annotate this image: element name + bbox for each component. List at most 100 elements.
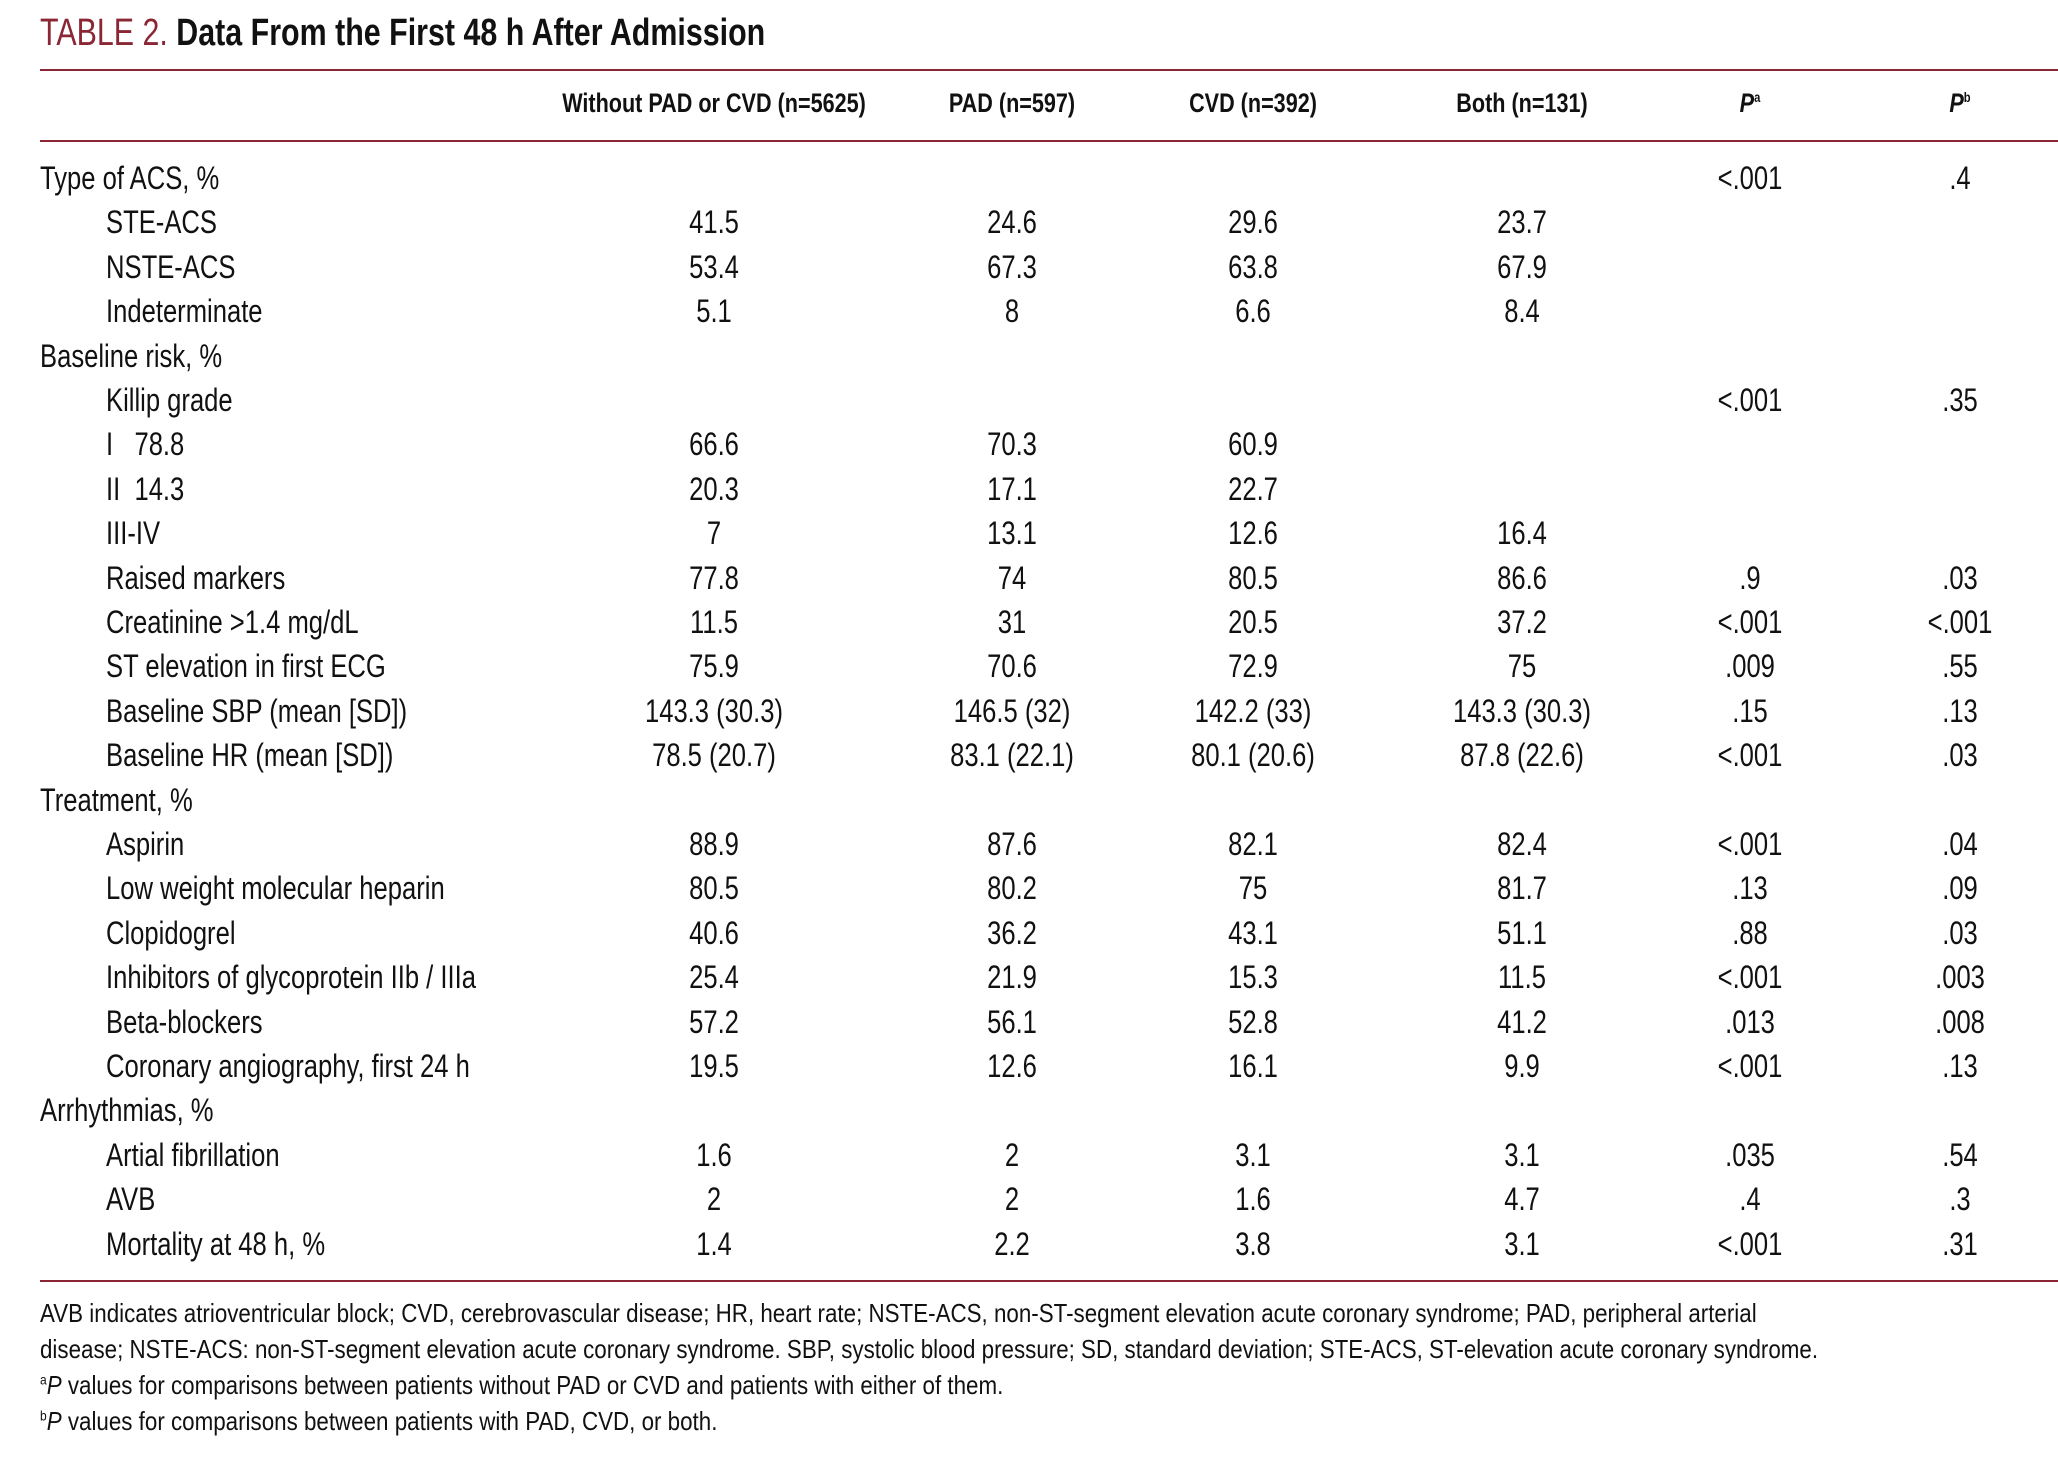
table-cell: 2	[706, 1181, 722, 1218]
table-cell: <.001	[1927, 604, 1993, 640]
table-cell: 75	[1507, 648, 1537, 685]
table-cell: 6.6	[1235, 293, 1271, 330]
table-cell: 7	[706, 515, 722, 552]
table-cell: 60.9	[1228, 426, 1278, 463]
footnote-abbreviations-1: AVB indicates atrioventricular block; CV…	[40, 1298, 1757, 1328]
table-cell: 21.9	[987, 959, 1037, 996]
bottom-rule	[40, 1280, 2058, 1282]
table-cell: .9	[1739, 559, 1761, 596]
table-cell: <.001	[1717, 1048, 1783, 1084]
table-cell: .04	[1942, 826, 1978, 862]
table-cell: 142.2 (33)	[1194, 692, 1312, 729]
table-cell: .4	[1739, 1181, 1761, 1218]
table-cell: <.001	[1717, 1225, 1783, 1262]
row-label: Coronary angiography, first 24 h	[106, 1048, 470, 1084]
row-label: AVB	[106, 1181, 156, 1218]
table-cell: 1.6	[696, 1136, 732, 1173]
table-cell: .03	[1942, 914, 1978, 951]
table-cell: .54	[1942, 1136, 1978, 1173]
table-row: II 14.3 20.3 17.1 22.7	[0, 471, 2058, 515]
p-sup: a	[1754, 89, 1761, 105]
table-cell: .15	[1732, 692, 1768, 729]
table-row: Mortality at 48 h, % 1.4 2.2 3.8 3.1 <.001 .31	[0, 1226, 2058, 1270]
table-cell: 12.6	[1228, 515, 1278, 552]
table-row: Beta-blockers 57.2 56.1 52.8 41.2 .013 .008	[0, 1004, 2058, 1048]
table-cell: 22.7	[1228, 470, 1278, 507]
footnote-mark: a	[40, 1371, 47, 1388]
footnote-text: values for comparisons between patients …	[61, 1370, 1004, 1400]
table-cell: <.001	[1717, 737, 1783, 774]
table-row: Indeterminate 5.1 8 6.6 8.4	[0, 293, 2058, 337]
table-row: III-IV 7 13.1 12.6 16.4	[0, 515, 2058, 559]
table-cell: 11.5	[690, 604, 738, 640]
table-cell: .55	[1942, 648, 1978, 685]
row-label: Low weight molecular heparin	[106, 870, 445, 907]
table-cell: 5.1	[696, 293, 732, 330]
table-cell: 146.5 (32)	[953, 692, 1071, 729]
table-cell: 15.3	[1228, 959, 1278, 996]
row-label: ST elevation in first ECG	[106, 648, 386, 685]
table-row: Arrhythmias, %	[0, 1092, 2058, 1136]
table-cell: 51.1	[1497, 914, 1547, 951]
table-cell: 80.1 (20.6)	[1191, 737, 1315, 774]
table-cell: 16.4	[1497, 515, 1547, 552]
table-row: Aspirin 88.9 87.6 82.1 82.4 <.001 .04	[0, 826, 2058, 870]
table-cell: 36.2	[987, 914, 1037, 951]
table-cell: 13.1	[987, 515, 1037, 552]
table-cell: .003	[1935, 959, 1985, 996]
table-cell: 23.7	[1497, 204, 1547, 241]
row-label: Baseline HR (mean [SD])	[106, 737, 394, 774]
table-row: Baseline HR (mean [SD]) 78.5 (20.7) 83.1 (…	[0, 737, 2058, 781]
table-cell: 80.2	[987, 870, 1037, 907]
table-cell: 88.9	[689, 826, 739, 862]
col-header-cvd: CVD (n=392)	[1189, 88, 1317, 118]
table-cell: 87.6	[987, 826, 1037, 862]
table-cell: .13	[1942, 1048, 1978, 1084]
table-cell: .13	[1732, 870, 1768, 907]
table-cell: 41.5	[689, 204, 739, 241]
table-cell: 41.2	[1497, 1003, 1547, 1040]
row-label: Inhibitors of glycoprotein IIb / IIIa	[106, 959, 476, 996]
table-cell: .13	[1942, 692, 1978, 729]
table-row: Inhibitors of glycoprotein IIb / IIIa 25.…	[0, 959, 2058, 1003]
row-label: Raised markers	[106, 559, 286, 596]
row-label: Baseline risk, %	[40, 337, 223, 374]
table-cell: 57.2	[689, 1003, 739, 1040]
table-row: Type of ACS, % <.001 .4	[0, 160, 2058, 204]
table-cell: 78.5 (20.7)	[652, 737, 776, 774]
table-cell: 80.5	[1228, 559, 1278, 596]
table-title: TABLE 2. Data From the First 48 h After …	[40, 12, 765, 55]
table-cell: 83.1 (22.1)	[950, 737, 1074, 774]
col-header-without: Without PAD or CVD (n=5625)	[562, 88, 866, 118]
table-cell: 80.5	[689, 870, 739, 907]
table-row: AVB 2 2 1.6 4.7 .4 .3	[0, 1181, 2058, 1225]
table-row: ST elevation in first ECG 75.9 70.6 72.9 75.…	[0, 648, 2058, 692]
row-label: Indeterminate	[106, 293, 263, 330]
table-row: Clopidogrel 40.6 36.2 43.1 51.1 .88 .03	[0, 915, 2058, 959]
table-row: Raised markers 77.8 74 80.5 86.6 .9 .03	[0, 560, 2058, 604]
table-cell: 25.4	[689, 959, 739, 996]
footnote-abbreviations-2: disease; NSTE-ACS: non-ST-segment elevat…	[40, 1334, 1819, 1364]
p-sup: b	[1963, 89, 1971, 105]
footnote-text: values for comparisons between patients …	[61, 1406, 718, 1436]
table-row: Baseline risk, %	[0, 338, 2058, 382]
table-cell: 2	[1004, 1181, 1020, 1218]
table-cell: 82.1	[1228, 826, 1278, 862]
table-cell: .013	[1725, 1003, 1775, 1040]
table-caption: Data From the First 48 h After Admission	[176, 12, 766, 54]
row-label: STE-ACS	[106, 204, 217, 241]
p-letter: P	[46, 1406, 62, 1436]
table-cell: 143.3 (30.3)	[644, 692, 784, 729]
table-number: TABLE 2.	[40, 12, 168, 54]
row-label: Mortality at 48 h, %	[106, 1225, 326, 1262]
table-row: Treatment, %	[0, 782, 2058, 826]
table-cell: 1.6	[1235, 1181, 1271, 1218]
table-cell: 53.4	[689, 248, 739, 285]
table-cell: 143.3 (30.3)	[1452, 692, 1592, 729]
p-letter: P	[1739, 88, 1755, 118]
table-cell: 31	[997, 604, 1027, 640]
table-cell: <.001	[1717, 160, 1783, 196]
row-label: Treatment, %	[40, 781, 193, 818]
table-cell: 3.1	[1504, 1225, 1540, 1262]
row-label: Aspirin	[106, 826, 185, 862]
